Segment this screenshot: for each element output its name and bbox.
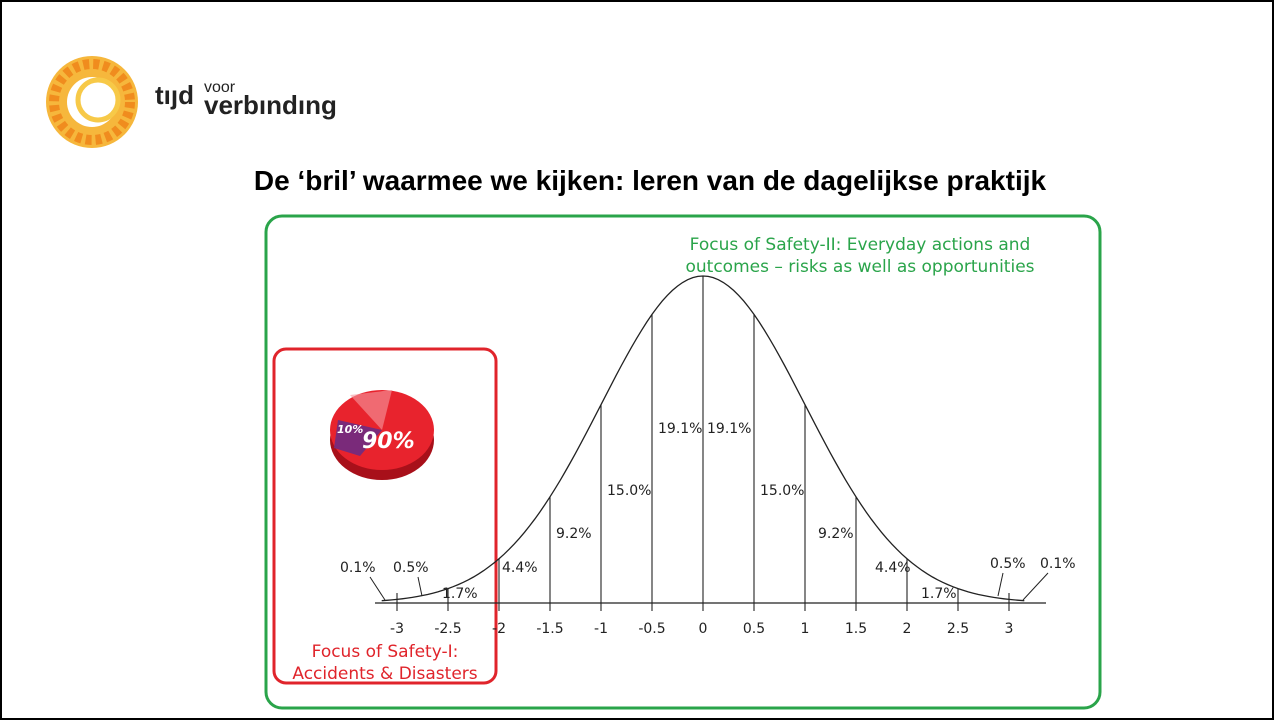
slide: tıȷd voor verbındıng De ‘bril’ waarmee w… xyxy=(0,0,1274,720)
pie-label: 90% xyxy=(362,429,415,454)
band-label: 19.1% xyxy=(707,421,751,437)
x-tick-label: 1 xyxy=(801,621,810,637)
safety2-caption: outcomes – risks as well as opportunitie… xyxy=(685,257,1034,277)
band-label: 1.7% xyxy=(442,586,478,602)
safety1-caption: Focus of Safety-I: xyxy=(312,642,459,662)
band-label: 19.1% xyxy=(658,421,702,437)
x-tick-label: -2 xyxy=(492,621,506,637)
logo-text: verbındıng xyxy=(204,90,337,120)
band-label: 1.7% xyxy=(921,586,957,602)
slide-title: De ‘bril’ waarmee we kijken: leren van d… xyxy=(254,165,1047,196)
band-label: 4.4% xyxy=(502,560,538,576)
band-label: 15.0% xyxy=(760,483,804,499)
logo-sun xyxy=(46,56,138,148)
band-label: 4.4% xyxy=(875,560,911,576)
x-tick-label: 1.5 xyxy=(845,621,867,637)
safety2-caption: Focus of Safety-II: Everyday actions and xyxy=(690,235,1031,255)
x-tick-label: 2.5 xyxy=(947,621,969,637)
x-tick-label: -3 xyxy=(390,621,404,637)
band-label: 0.5% xyxy=(393,560,429,576)
x-tick-label: 0 xyxy=(699,621,708,637)
band-label: 9.2% xyxy=(556,526,592,542)
band-label: 15.0% xyxy=(607,483,651,499)
safety1-caption: Accidents & Disasters xyxy=(292,664,477,684)
x-tick-label: -0.5 xyxy=(638,621,665,637)
band-label: 0.5% xyxy=(990,556,1026,572)
x-tick-label: 0.5 xyxy=(743,621,765,637)
band-label: 9.2% xyxy=(818,526,854,542)
x-tick-label: 3 xyxy=(1005,621,1014,637)
logo-text: tıȷd xyxy=(155,80,194,110)
pie-label: 10% xyxy=(337,423,363,436)
x-tick-label: 2 xyxy=(903,621,912,637)
x-tick-label: -2.5 xyxy=(434,621,461,637)
band-label: 0.1% xyxy=(340,560,376,576)
x-tick-label: -1.5 xyxy=(536,621,563,637)
band-label: 0.1% xyxy=(1040,556,1076,572)
x-tick-label: -1 xyxy=(594,621,608,637)
